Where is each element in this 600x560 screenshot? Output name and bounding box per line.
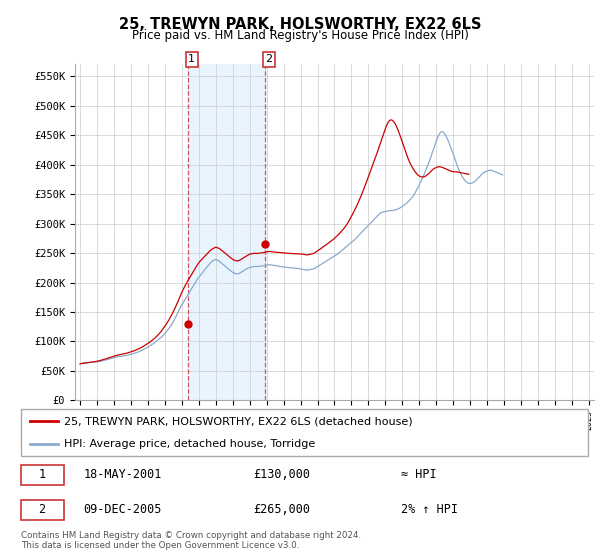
Text: £265,000: £265,000 [253,503,310,516]
Text: 1: 1 [38,468,46,482]
Text: 25, TREWYN PARK, HOLSWORTHY, EX22 6LS: 25, TREWYN PARK, HOLSWORTHY, EX22 6LS [119,17,481,32]
Text: ≈ HPI: ≈ HPI [401,468,437,482]
Text: 25, TREWYN PARK, HOLSWORTHY, EX22 6LS (detached house): 25, TREWYN PARK, HOLSWORTHY, EX22 6LS (d… [64,416,412,426]
FancyBboxPatch shape [21,500,64,520]
FancyBboxPatch shape [21,409,588,456]
Bar [188,64,265,400]
Text: 1: 1 [188,54,195,64]
Text: £130,000: £130,000 [253,468,310,482]
Text: 2% ↑ HPI: 2% ↑ HPI [401,503,458,516]
Text: 2: 2 [265,54,272,64]
Text: HPI: Average price, detached house, Torridge: HPI: Average price, detached house, Torr… [64,439,315,449]
Text: 09-DEC-2005: 09-DEC-2005 [83,503,162,516]
FancyBboxPatch shape [21,465,64,485]
Text: 2: 2 [38,503,46,516]
Text: 18-MAY-2001: 18-MAY-2001 [83,468,162,482]
Text: Contains HM Land Registry data © Crown copyright and database right 2024.
This d: Contains HM Land Registry data © Crown c… [21,531,361,550]
Text: Price paid vs. HM Land Registry's House Price Index (HPI): Price paid vs. HM Land Registry's House … [131,29,469,42]
